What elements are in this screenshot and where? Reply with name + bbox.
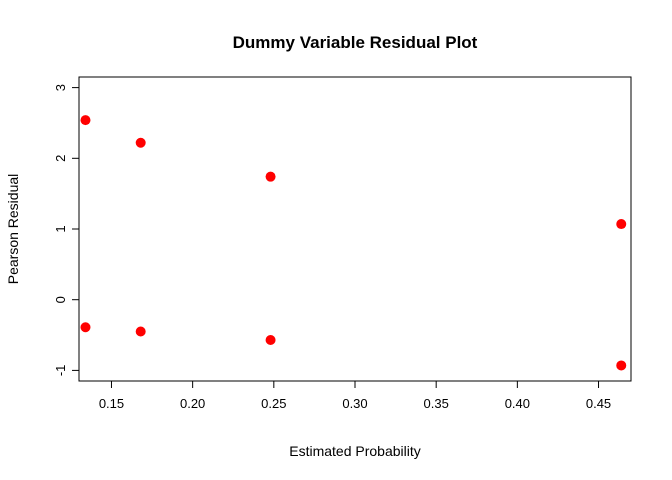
data-point (80, 115, 91, 126)
x-axis: 0.15 0.20 0.25 0.30 0.35 0.40 0.45 (99, 380, 611, 411)
y-axis: -1 0 1 2 3 (53, 84, 80, 377)
x-tick-label: 0.35 (424, 396, 449, 411)
data-point (135, 137, 146, 148)
x-tick-label: 0.45 (586, 396, 611, 411)
data-point (80, 322, 91, 333)
y-tick-label: 0 (53, 296, 68, 303)
x-tick-label: 0.15 (99, 396, 124, 411)
y-axis-label: Pearson Residual (5, 174, 21, 285)
y-tick-label: 1 (53, 225, 68, 232)
x-tick-label: 0.40 (505, 396, 530, 411)
y-tick-label: 3 (53, 84, 68, 91)
x-axis-label: Estimated Probability (289, 443, 421, 459)
y-tick-label: 2 (53, 155, 68, 162)
chart-title: Dummy Variable Residual Plot (233, 33, 478, 52)
y-tick-label: -1 (53, 365, 68, 377)
plot-frame (78, 76, 632, 382)
data-point (616, 219, 627, 230)
x-tick-label: 0.20 (180, 396, 205, 411)
data-point (265, 334, 276, 345)
data-point (616, 360, 627, 371)
x-tick-label: 0.25 (261, 396, 286, 411)
data-points (80, 115, 627, 371)
x-tick-label: 0.30 (342, 396, 367, 411)
data-point (265, 171, 276, 182)
data-point (135, 326, 146, 337)
